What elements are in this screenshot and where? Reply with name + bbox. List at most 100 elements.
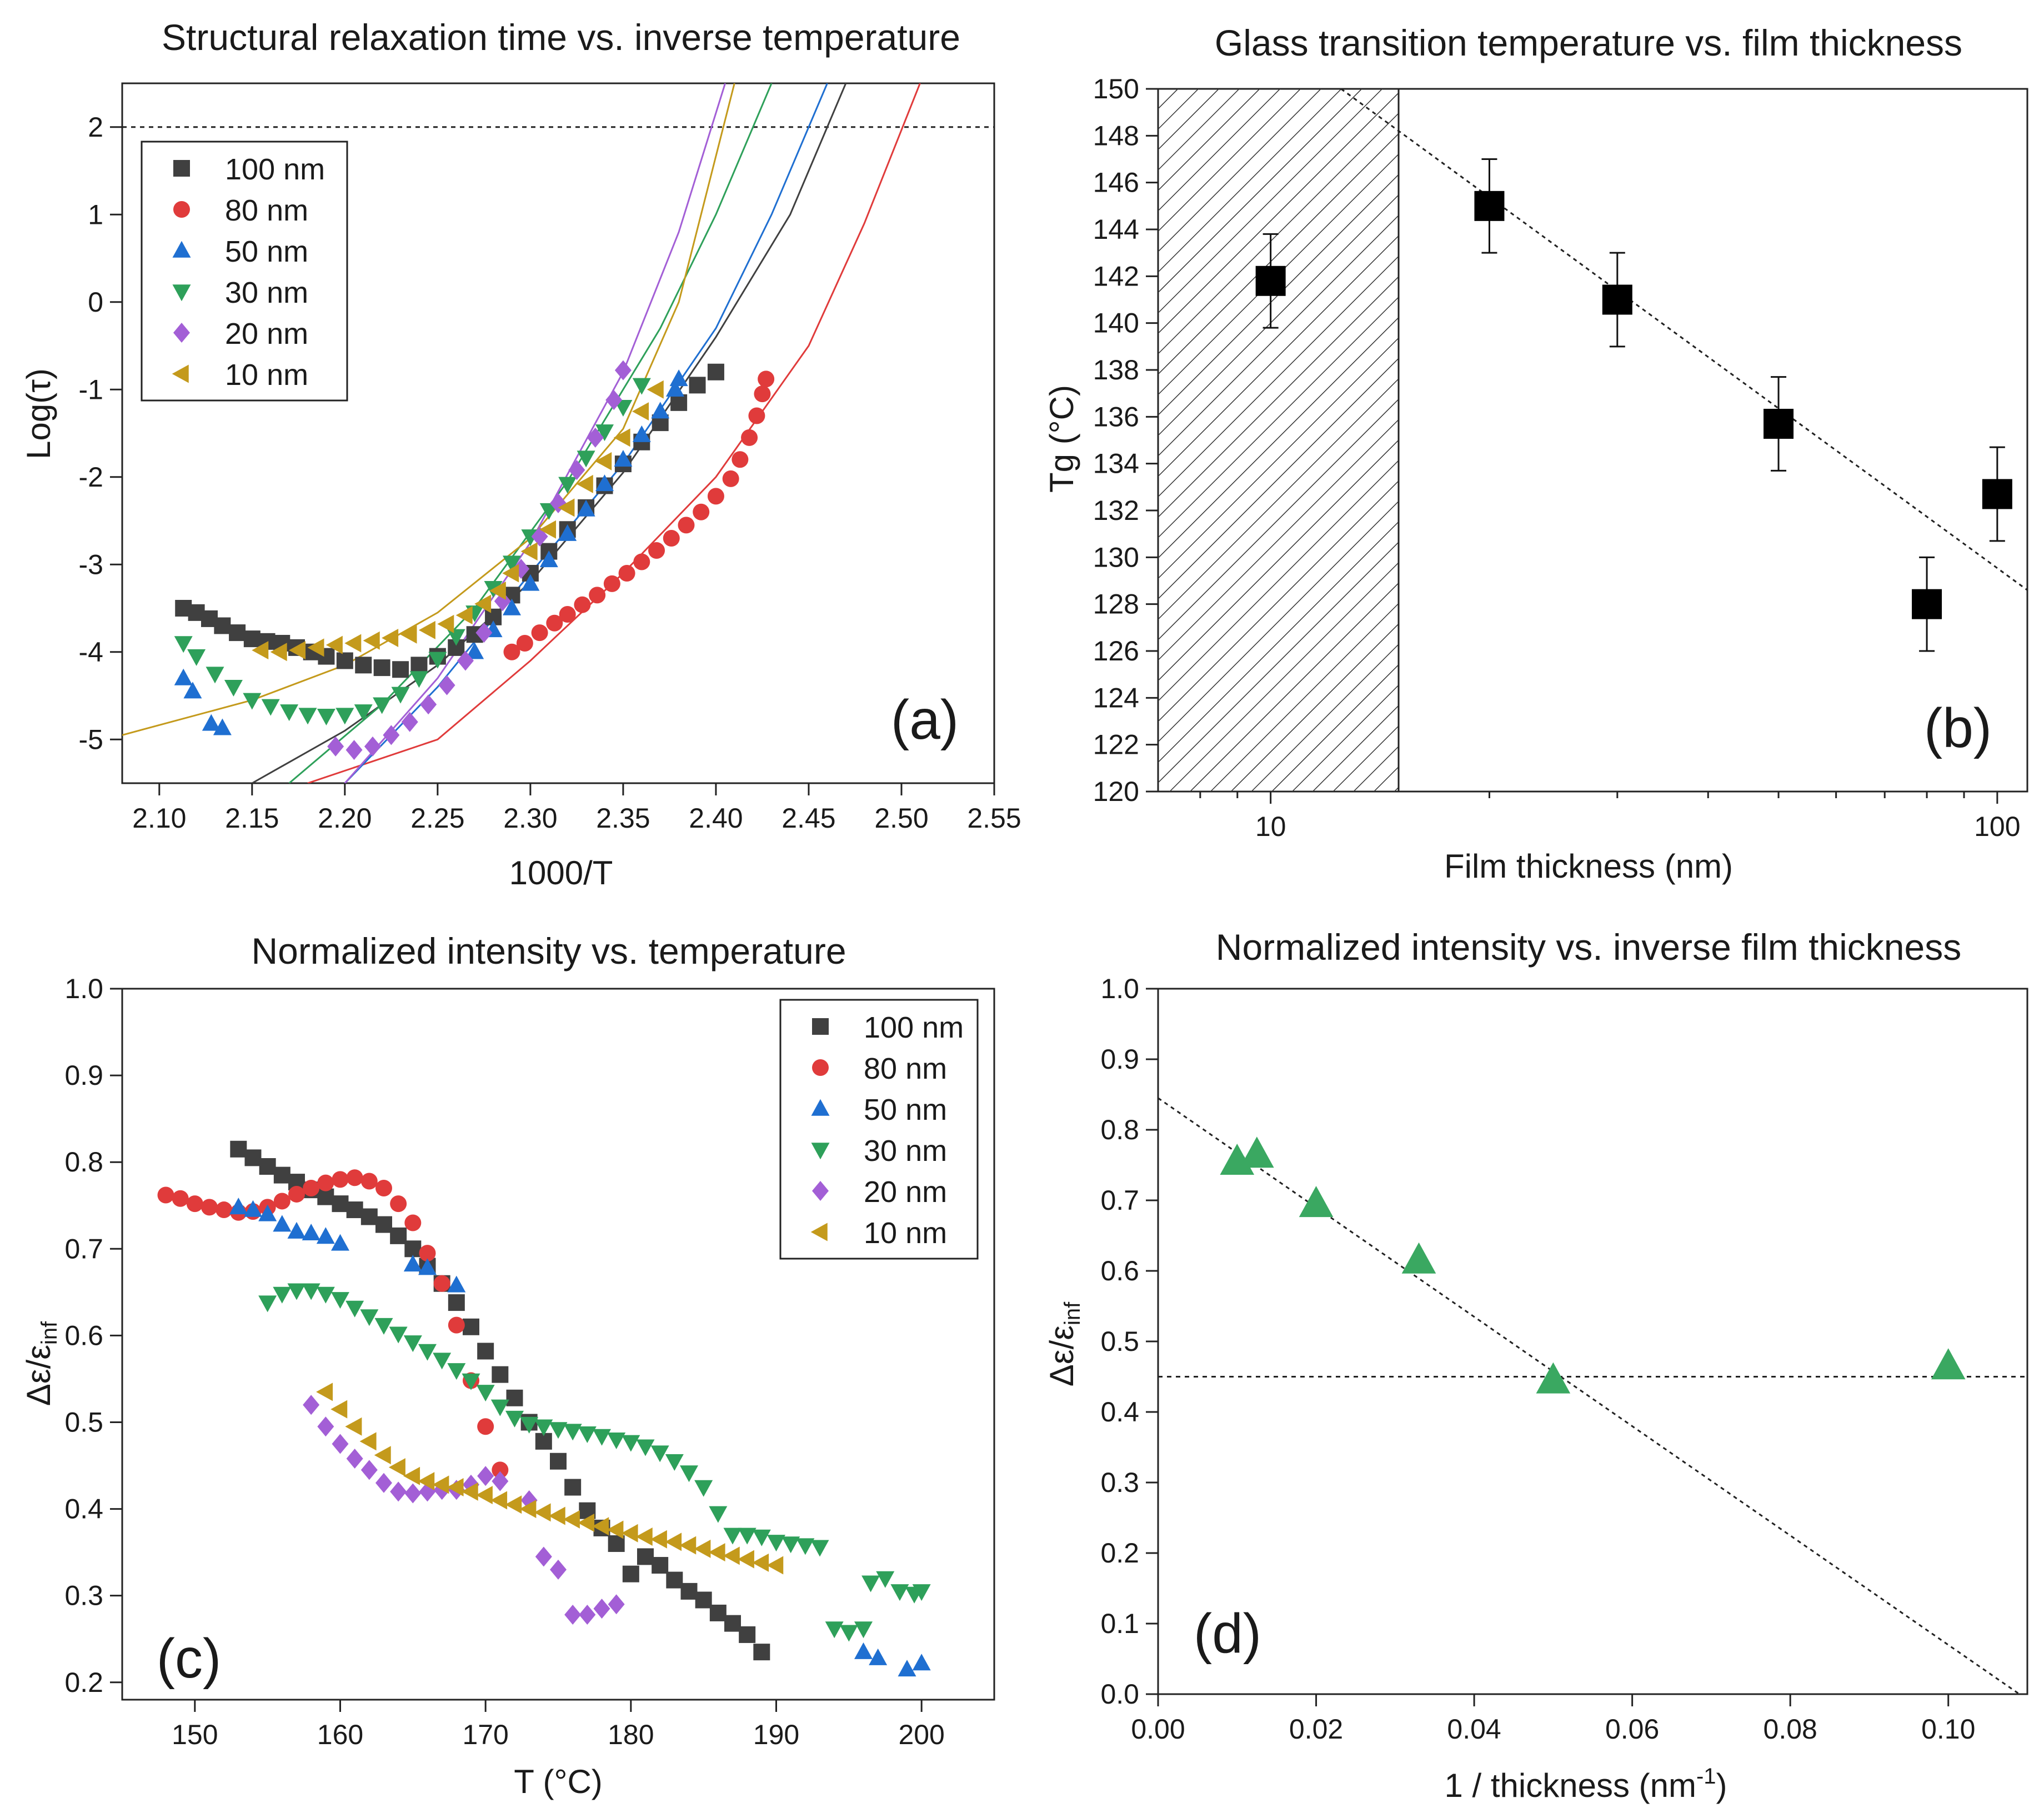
data-point: [1931, 1348, 1966, 1380]
data-point: [613, 428, 630, 447]
data-point: [912, 1584, 931, 1601]
legend-entry-label: 30 nm: [225, 276, 308, 309]
data-point: [316, 1383, 333, 1401]
data-point: [336, 652, 353, 669]
y-tick-label: 0.7: [1100, 1185, 1139, 1216]
data-point: [632, 378, 651, 395]
data-point: [332, 1195, 349, 1213]
data-point: [593, 1429, 611, 1446]
data-point: [388, 1458, 405, 1477]
data-point: [230, 1140, 247, 1158]
data-point: [374, 1446, 391, 1465]
trend-line: [1158, 1097, 2020, 1694]
data-point: [418, 1258, 437, 1275]
data-point: [465, 642, 484, 659]
y-tick-label: 0.8: [64, 1146, 103, 1178]
legend-marker: [172, 241, 191, 258]
y-tick-label: 0.6: [64, 1320, 103, 1351]
x-tick-label: 2.35: [596, 803, 650, 834]
data-point: [665, 1454, 684, 1471]
y-tick-label: 0.2: [64, 1667, 103, 1698]
data-point: [558, 498, 575, 517]
data-point: [502, 564, 519, 583]
plot-content: [157, 1140, 931, 1677]
data-point: [694, 1539, 711, 1558]
data-point: [618, 565, 635, 582]
data-point: [521, 574, 540, 591]
data-point: [447, 629, 465, 646]
data-point: [477, 1418, 494, 1435]
plot-content: [1158, 89, 2027, 792]
data-point: [404, 1214, 422, 1231]
data-point: [476, 1385, 495, 1402]
data-point: [303, 1395, 320, 1415]
data-point: [861, 1575, 880, 1592]
data-point: [663, 530, 680, 547]
data-point: [520, 1416, 539, 1434]
panel-c-label: (c): [157, 1627, 222, 1690]
data-point: [317, 1416, 334, 1437]
panel-c-ylabel-sub: inf: [37, 1321, 62, 1345]
data-point: [754, 385, 771, 403]
data-point: [302, 1223, 320, 1240]
data-point: [839, 1625, 858, 1642]
data-point: [410, 657, 428, 674]
data-point: [345, 1300, 364, 1318]
y-tick-label: 0.4: [64, 1494, 103, 1525]
data-point: [355, 657, 372, 674]
fit-curve: [307, 83, 921, 783]
x-tick-label: 0.06: [1605, 1714, 1659, 1745]
y-tick-label: 0.8: [1100, 1114, 1139, 1145]
data-point: [505, 1495, 522, 1514]
data-point: [531, 624, 548, 642]
plot-content: [1158, 1097, 2027, 1694]
legend-box: [779, 999, 979, 1260]
data-point: [492, 1461, 509, 1479]
data-point: [325, 635, 343, 654]
data-point: [753, 1644, 770, 1661]
y-tick-label: 0.3: [1100, 1467, 1139, 1498]
data-point: [401, 712, 418, 732]
y-tick-label: -4: [79, 637, 103, 668]
data-point: [614, 450, 633, 467]
data-point: [632, 402, 649, 421]
data-point: [707, 363, 724, 380]
y-tick-label: 146: [1093, 167, 1139, 198]
data-point: [1240, 1136, 1274, 1168]
data-point: [637, 1548, 654, 1565]
data-point: [289, 641, 306, 660]
data-point: [579, 1605, 596, 1625]
data-point: [707, 488, 724, 505]
data-point: [244, 1200, 262, 1217]
data-point: [360, 1173, 378, 1190]
data-point: [475, 1486, 493, 1505]
legend-entry-label: 80 nm: [225, 194, 308, 227]
x-tick-label: 2.15: [225, 803, 279, 834]
legend-entry-label: 100 nm: [225, 153, 325, 186]
data-point: [475, 623, 493, 643]
data-point: [447, 1275, 466, 1293]
data-point: [603, 575, 620, 592]
data-point: [447, 1363, 466, 1380]
data-point: [316, 1227, 335, 1244]
data-point: [287, 1221, 306, 1239]
legend-entry-label: 20 nm: [864, 1175, 947, 1209]
fit-curve: [252, 83, 847, 783]
y-tick-label: 130: [1093, 542, 1139, 573]
data-point: [723, 1527, 742, 1545]
data-point: [854, 1621, 873, 1639]
data-point: [307, 638, 324, 657]
hatched-region: [1158, 89, 1399, 792]
data-point: [346, 1201, 363, 1219]
data-point: [593, 1599, 610, 1619]
data-point: [273, 1166, 290, 1184]
data-point: [1536, 1362, 1571, 1394]
data-point: [216, 1201, 233, 1219]
y-tick-label: 0.4: [1100, 1396, 1139, 1428]
legend-entry-label: 10 nm: [864, 1216, 947, 1250]
data-point: [665, 380, 684, 397]
data-point: [375, 1180, 392, 1197]
data-point: [1299, 1186, 1334, 1218]
x-tick-label: 0.04: [1447, 1714, 1501, 1745]
data-point: [317, 708, 335, 725]
